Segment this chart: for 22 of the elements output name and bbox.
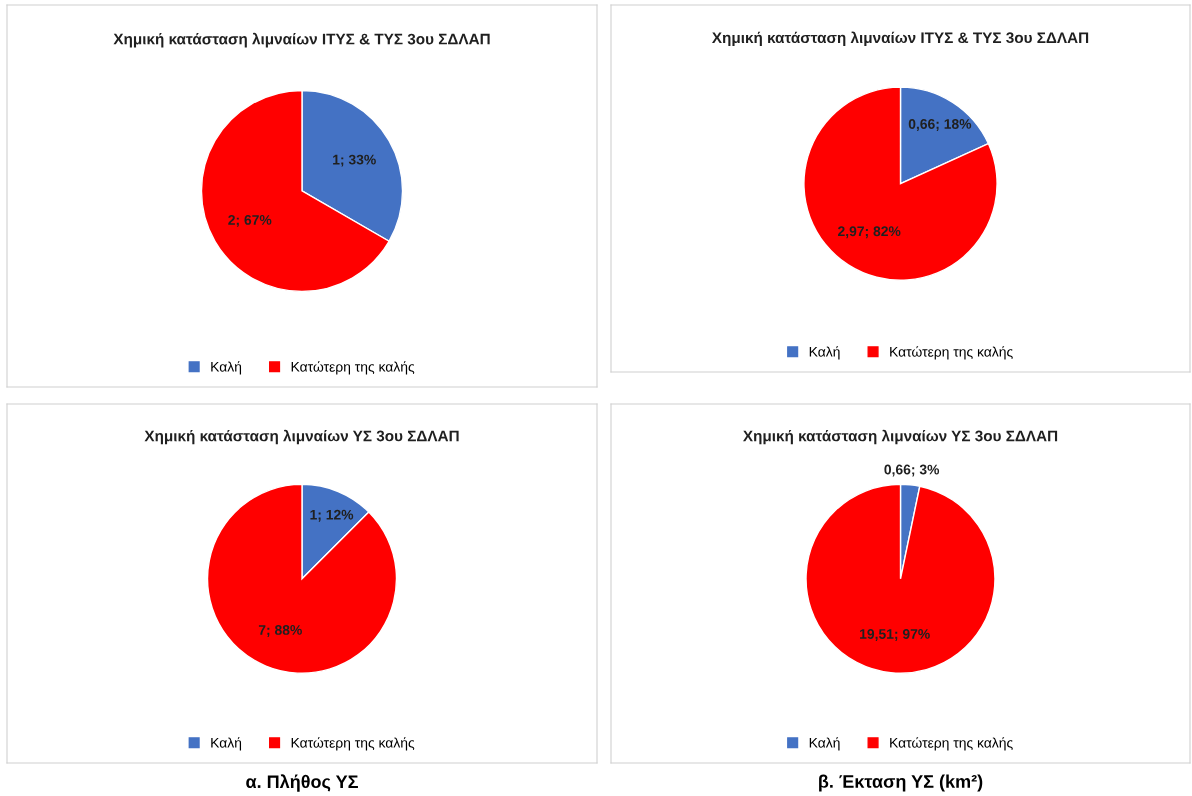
legend-label: Κατώτερη της καλής: [291, 361, 415, 375]
chart-title: Χημική κατάσταση λιμναίων ΥΣ 3ου ΣΔΛΑΠ: [144, 429, 459, 445]
data-label: 0,66; 3%: [884, 464, 940, 477]
data-label: 1; 33%: [333, 154, 376, 167]
chart-title: Χημική κατάσταση λιμναίων ΥΣ 3ου ΣΔΛΑΠ: [743, 429, 1058, 445]
legend-label: Καλή: [809, 737, 840, 751]
legend-label: Καλή: [809, 346, 840, 360]
data-label: 7; 88%: [258, 625, 302, 637]
legend-label: Κατώτερη της καλής: [890, 346, 1013, 360]
chart-title: Χημική κατάσταση λιμναίων ΙΤΥΣ & ΤΥΣ 3ου ΣΔΛΑΠ: [711, 31, 1089, 47]
legend-label: Καλή: [211, 361, 242, 375]
chart-title: Χημική κατάσταση λιμναίων ΙΤΥΣ & ΤΥΣ 3ου ΣΔΛΑΠ: [113, 32, 490, 48]
text: α. Πλήθος ΥΣ: [246, 774, 358, 792]
data-label: 19,51; 97%: [860, 629, 930, 641]
data-label: 2,97; 82%: [838, 226, 901, 239]
legend-label: Κατώτερη της καλής: [890, 737, 1013, 751]
legend-label: Κατώτερη της καλής: [291, 737, 415, 751]
data-label: 1; 12%: [310, 509, 354, 522]
data-label: 0,66; 18%: [908, 119, 972, 131]
text: β. Έκταση ΥΣ (km²): [819, 774, 983, 792]
data-label: 2; 67%: [228, 215, 272, 227]
legend-label: Καλή: [211, 737, 242, 751]
